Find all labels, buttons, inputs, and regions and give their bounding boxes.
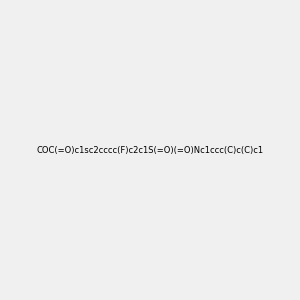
Text: COC(=O)c1sc2cccc(F)c2c1S(=O)(=O)Nc1ccc(C)c(C)c1: COC(=O)c1sc2cccc(F)c2c1S(=O)(=O)Nc1ccc(C…	[36, 146, 264, 154]
